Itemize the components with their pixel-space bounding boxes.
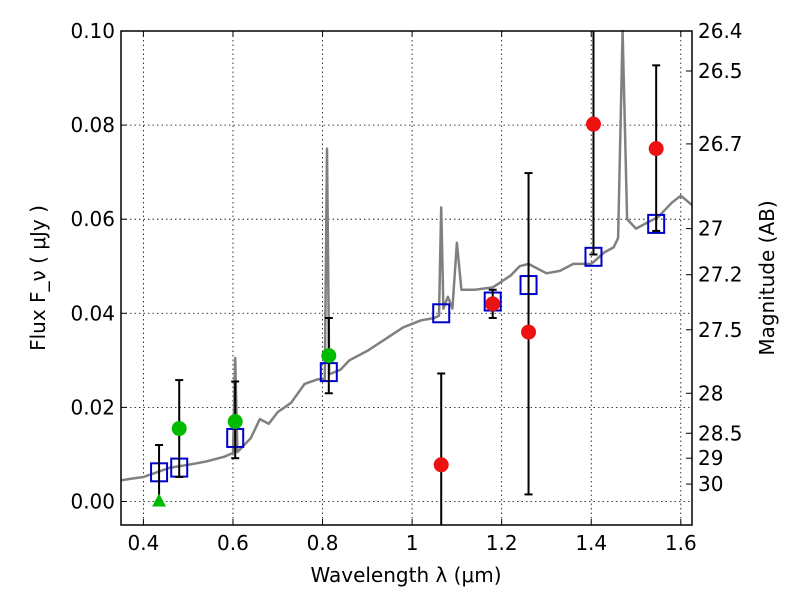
data-series (120, 29, 693, 525)
x-tick-label: 1 (406, 531, 419, 555)
right-tick-label: 28.5 (698, 421, 743, 445)
upper-limit-triangle (152, 493, 167, 507)
photometry-point (585, 116, 601, 132)
photometry-point (227, 413, 243, 429)
right-axis-label: Magnitude (AB) (755, 200, 779, 355)
x-tick-label: 0.8 (307, 531, 339, 555)
right-tick-label: 28 (698, 381, 723, 405)
model-photometry-square (432, 303, 451, 324)
y-tick-label: 0.04 (70, 301, 115, 325)
right-tick-label: 27 (698, 217, 723, 241)
y-tick-label: 0.02 (70, 395, 115, 419)
right-tick-label: 26.5 (698, 59, 743, 83)
y-tick-label: 0.06 (70, 207, 115, 231)
right-tick-label: 30 (698, 472, 723, 496)
y-tick-label: 0.08 (70, 113, 115, 137)
x-axis-label: Wavelength λ (μm) (310, 563, 501, 587)
photometry-point (171, 421, 187, 437)
x-tick-label: 0.6 (217, 531, 249, 555)
sed-model-line (120, 29, 693, 482)
x-tick-label: 1.4 (575, 531, 607, 555)
y-tick-label: 0.10 (70, 19, 115, 43)
right-tick-label: 26.7 (698, 132, 743, 156)
x-tick-label: 0.4 (127, 531, 159, 555)
right-tick-label: 27.2 (698, 263, 743, 287)
right-tick-label: 29 (698, 446, 723, 470)
photometry-point (321, 348, 337, 364)
right-tick-label: 26.4 (698, 19, 743, 43)
y-axis-label: Flux F_ν ( μJy ) (26, 205, 50, 351)
photometry-point (648, 141, 664, 157)
x-tick-label: 1.2 (486, 531, 518, 555)
photometry-point (521, 324, 537, 340)
plot-frame (120, 30, 693, 526)
right-tick-label: 27.5 (698, 318, 743, 342)
axis-ticks: 0.4 0.6 0.8 1 1.2 1.4 1.6 0.00 0.02 0.04 0.06 0.08 0… (70, 19, 742, 555)
photometry-point (433, 457, 449, 473)
y-tick-label: 0.00 (70, 489, 115, 513)
photometry-point (485, 296, 501, 312)
x-tick-label: 1.6 (665, 531, 697, 555)
plot-area (121, 31, 692, 525)
